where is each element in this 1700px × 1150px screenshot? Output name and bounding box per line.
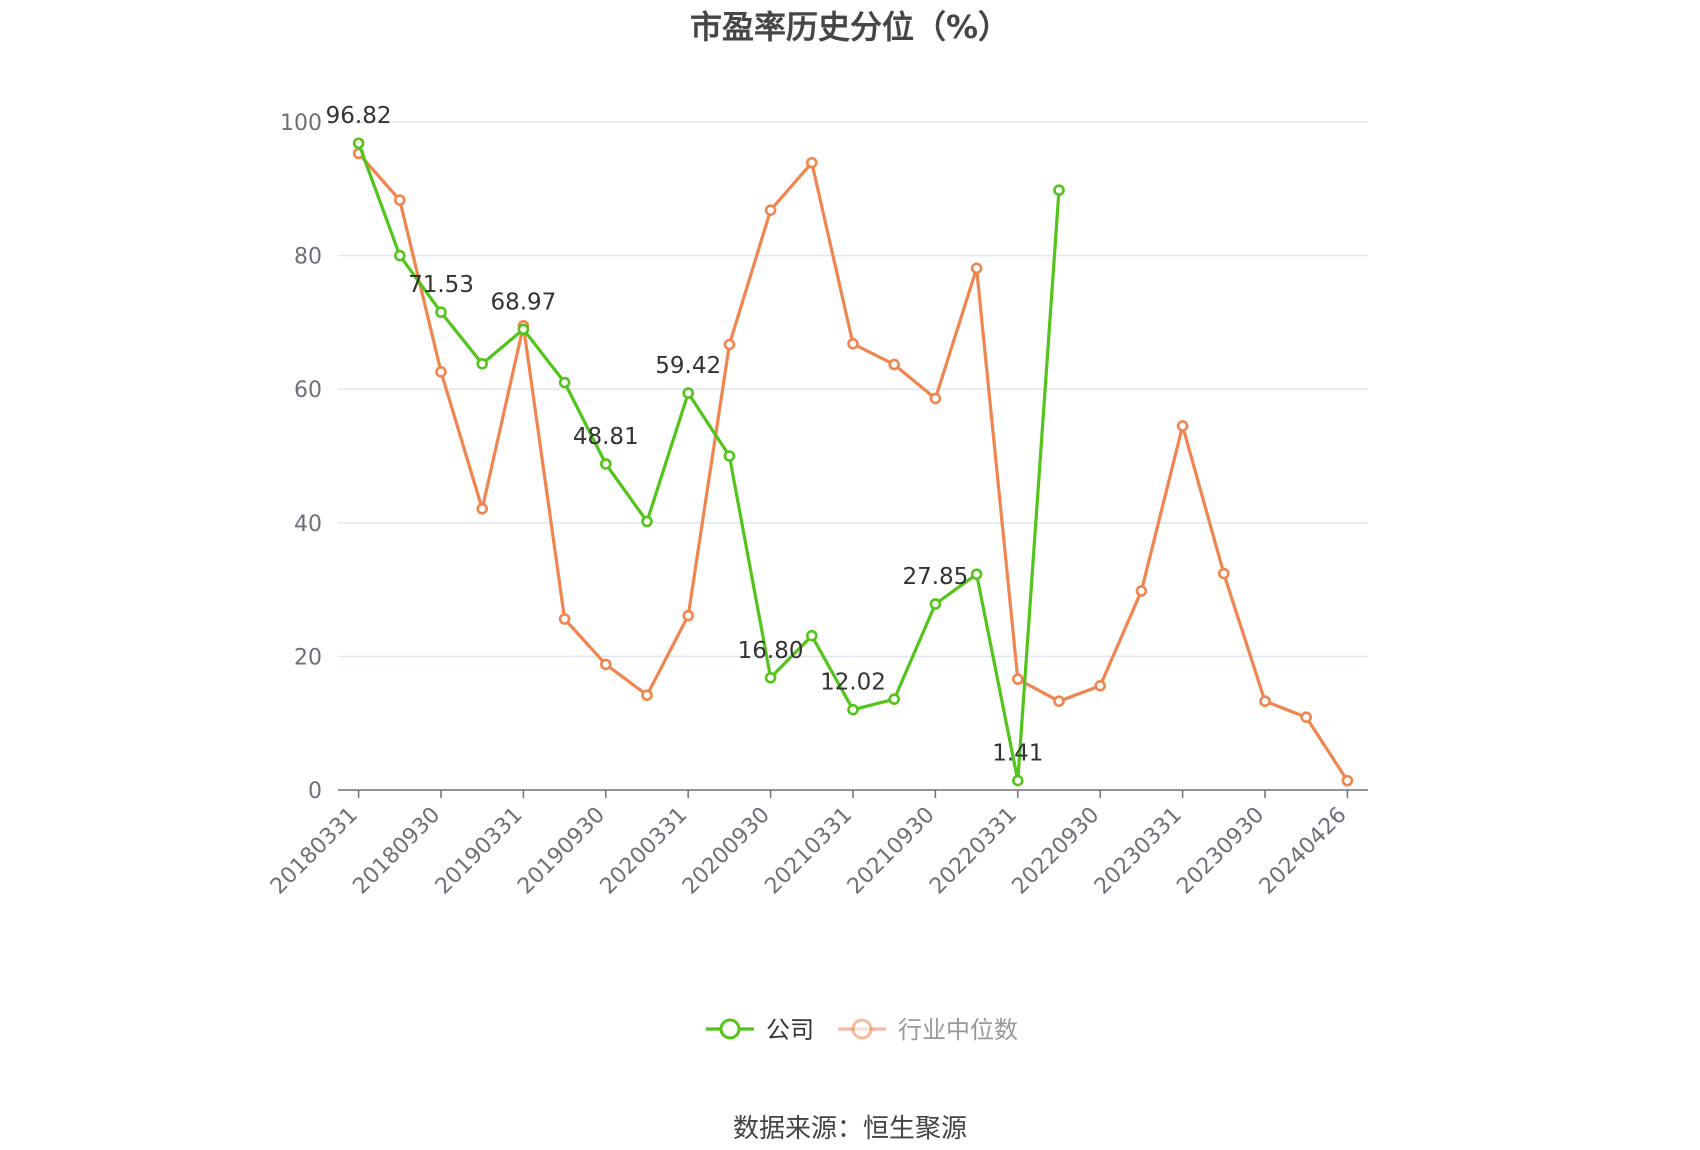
data-point xyxy=(1341,774,1354,787)
data-point xyxy=(599,458,612,470)
x-tick-label: 20190331 xyxy=(431,803,528,900)
legend-marker xyxy=(851,1018,873,1040)
x-tick-label: 20200331 xyxy=(596,803,693,900)
data-point xyxy=(1176,420,1189,432)
data-point xyxy=(1053,695,1065,707)
legend-marker xyxy=(719,1018,741,1040)
data-point xyxy=(929,598,942,610)
data-point xyxy=(888,358,901,371)
data-label: 48.81 xyxy=(573,424,639,450)
data-point xyxy=(435,306,447,318)
y-tick-label: 0 xyxy=(308,779,322,804)
x-tick-label: 20230930 xyxy=(1172,803,1269,900)
x-tick-label: 20220930 xyxy=(1008,803,1105,900)
legend-label: 公司 xyxy=(766,1016,814,1044)
data-point xyxy=(682,387,695,399)
data-label: 12.02 xyxy=(820,670,886,696)
data-point xyxy=(599,658,612,671)
y-tick-label: 40 xyxy=(294,512,322,537)
grid-lines xyxy=(338,121,1368,658)
legend: 公司 行业中位数 xyxy=(706,1016,1018,1044)
data-point xyxy=(970,568,983,581)
legend-label: 行业中位数 xyxy=(898,1016,1018,1044)
data-point xyxy=(641,689,653,701)
y-tick-label: 60 xyxy=(294,378,322,403)
data-point xyxy=(1011,774,1024,787)
data-point xyxy=(1218,567,1230,580)
x-tick-label: 20210930 xyxy=(843,803,940,900)
x-tick-label: 20220331 xyxy=(925,803,1022,900)
data-label: 71.53 xyxy=(408,272,474,298)
data-point xyxy=(805,156,818,169)
data-point xyxy=(558,613,571,625)
x-tick-label: 20230331 xyxy=(1090,803,1187,900)
data-point xyxy=(723,450,736,462)
data-point xyxy=(805,629,818,642)
data-point xyxy=(476,502,489,515)
x-tick-label: 20190930 xyxy=(513,803,610,900)
data-label: 1.41 xyxy=(992,741,1043,767)
x-tick-label: 20200930 xyxy=(678,803,775,900)
data-label: 96.82 xyxy=(326,103,392,129)
data-label: 68.97 xyxy=(490,289,556,315)
x-tick-label: 20180930 xyxy=(348,803,445,900)
data-point xyxy=(393,249,406,262)
data-point xyxy=(847,703,859,716)
data-point xyxy=(1300,711,1312,723)
data-point xyxy=(970,262,983,275)
data-label: 16.80 xyxy=(738,638,804,664)
data-point xyxy=(1259,695,1271,707)
data-point xyxy=(641,515,653,528)
data-point xyxy=(764,671,777,684)
data-point xyxy=(393,194,406,206)
data-point xyxy=(558,376,571,389)
data-point xyxy=(1094,679,1106,692)
y-axis: 0 20 40 60 80 100 xyxy=(280,111,322,804)
data-point xyxy=(435,366,447,378)
y-tick-label: 20 xyxy=(294,645,322,670)
y-tick-label: 100 xyxy=(280,111,322,136)
series-line-0 xyxy=(357,142,1061,783)
data-point xyxy=(517,323,530,336)
data-point xyxy=(682,609,695,622)
legend-item-0: 公司 xyxy=(706,1016,814,1044)
data-labels: 96.82 71.53 68.97 48.81 59.42 16.80 12.02 27.85… xyxy=(326,103,1044,766)
data-point xyxy=(888,693,901,705)
x-axis: 2018033120180930201903312019093020200331… xyxy=(266,789,1368,900)
y-tick-label: 80 xyxy=(294,245,322,270)
x-tick-label: 20210331 xyxy=(760,803,857,900)
data-point xyxy=(764,204,777,216)
data-point xyxy=(1135,585,1148,597)
data-label: 27.85 xyxy=(902,564,968,590)
data-point xyxy=(352,137,365,150)
legend-item-1: 行业中位数 xyxy=(838,1016,1018,1044)
data-label: 59.42 xyxy=(655,353,721,379)
data-point xyxy=(723,338,736,351)
chart-title: 市盈率历史分位（%） xyxy=(690,8,1010,46)
source-note: 数据来源：恒生聚源 xyxy=(733,1114,967,1144)
data-point xyxy=(929,392,942,405)
data-point xyxy=(1053,184,1065,196)
data-point xyxy=(847,337,859,350)
data-point xyxy=(476,358,489,370)
x-tick-label: 20180331 xyxy=(266,803,363,900)
series-layer xyxy=(352,137,1354,787)
data-point xyxy=(1011,673,1024,685)
x-tick-label: 20240426 xyxy=(1255,803,1352,900)
